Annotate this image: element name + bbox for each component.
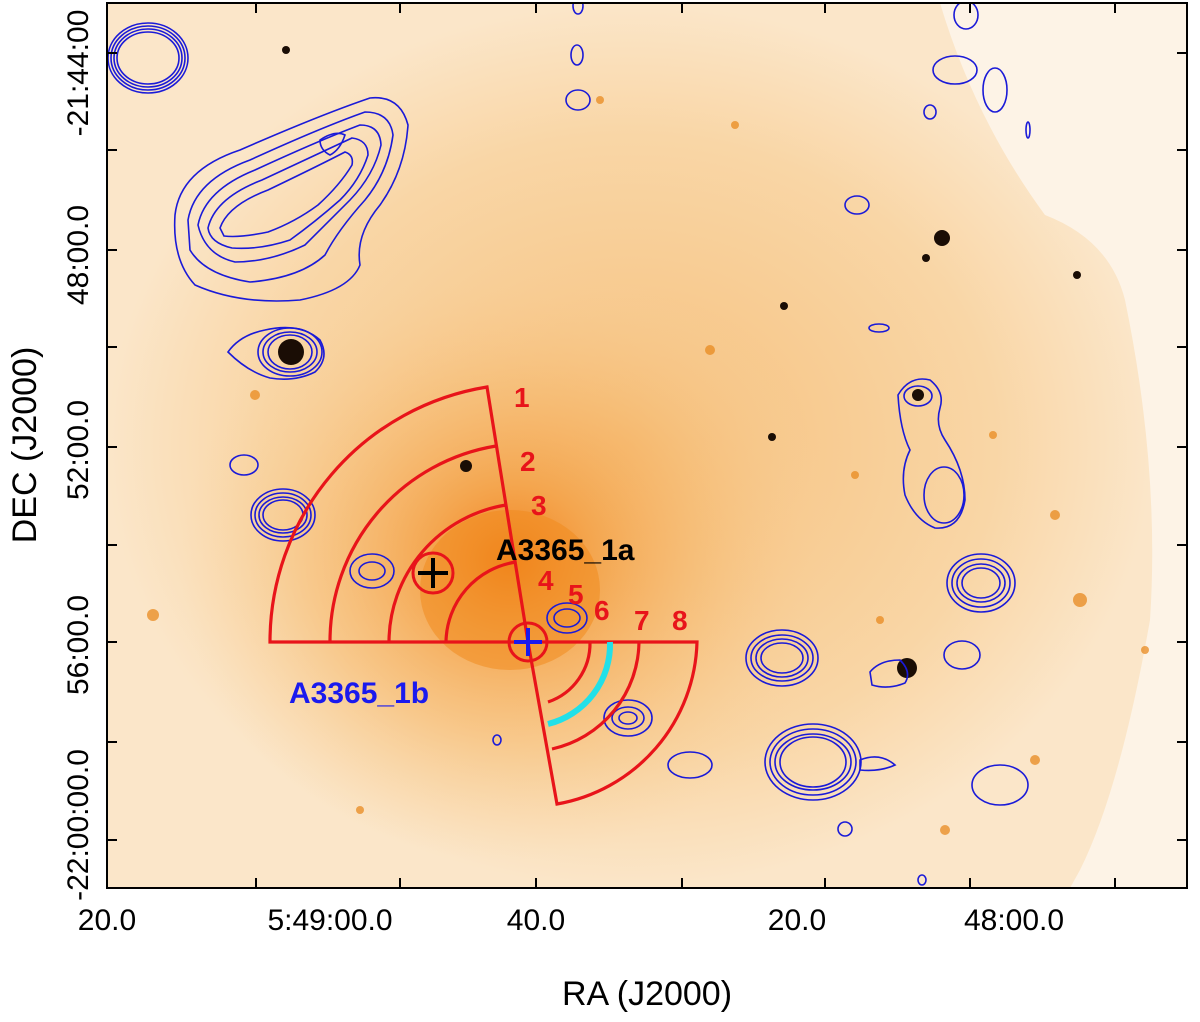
x-tick-labels: 20.0 5:49:00.0 40.0 20.0 48:00.0 — [78, 904, 1064, 937]
radio-contours — [107, 3, 1031, 886]
y-tick-label: 52:00.0 — [62, 400, 95, 500]
sector-label-4: 4 — [538, 565, 554, 596]
source-label-1b: A3365_1b — [289, 677, 429, 710]
y-tick-label: 48:00.0 — [62, 205, 95, 305]
x-axis-title: RA (J2000) — [562, 975, 732, 1013]
sector-label-6: 6 — [594, 595, 610, 626]
sector-label-8: 8 — [672, 605, 688, 636]
x-tick-label: 5:49:00.0 — [267, 904, 392, 937]
source-marker-1b — [507, 621, 549, 663]
y-axis-title: DEC (J2000) — [6, 347, 44, 544]
sector-label-5: 5 — [568, 579, 584, 610]
sector-label-2: 2 — [520, 446, 536, 477]
sector-labels: 1 2 3 4 5 6 7 8 — [514, 382, 688, 636]
y-tick-label: -21:44:00 — [62, 10, 95, 137]
highlight-arc — [547, 641, 614, 727]
sector-label-3: 3 — [531, 490, 547, 521]
x-tick-label: 48:00.0 — [964, 904, 1064, 937]
y-tick-label: 56:00.0 — [62, 595, 95, 695]
plot-frame — [106, 2, 1188, 889]
sector-label-7: 7 — [634, 605, 650, 636]
faint-sources — [147, 96, 1149, 835]
y-tick-label: -22:00:00.0 — [62, 749, 95, 901]
sector-outer-lower — [526, 640, 699, 806]
y-axis-ticks — [107, 52, 1187, 841]
sector-outer-upper — [268, 385, 530, 644]
source-marker-1a — [411, 551, 455, 595]
x-axis-ticks — [106, 3, 1116, 888]
annular-sectors — [268, 385, 699, 806]
xray-image — [107, 3, 1187, 888]
point-sources — [278, 46, 1081, 678]
x-tick-label: 20.0 — [768, 904, 826, 937]
x-tick-label: 20.0 — [78, 904, 136, 937]
source-label-1a: A3365_1a — [496, 534, 635, 567]
sector-label-1: 1 — [514, 382, 530, 413]
x-tick-label: 40.0 — [507, 904, 565, 937]
y-tick-labels: -21:44:00 48:00.0 52:00.0 56:00.0 -22:00… — [62, 10, 95, 901]
